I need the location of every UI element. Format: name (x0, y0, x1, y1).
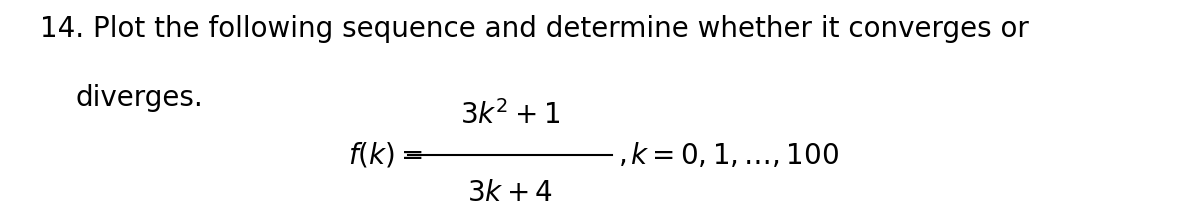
Text: $,$: $,$ (618, 141, 626, 169)
Text: $3k + 4$: $3k + 4$ (467, 179, 553, 207)
Text: diverges.: diverges. (76, 84, 203, 112)
Text: $f(k) =$: $f(k) =$ (348, 141, 424, 170)
Text: 14. Plot the following sequence and determine whether it converges or: 14. Plot the following sequence and dete… (40, 15, 1028, 43)
Text: $k = 0,1,\ldots,100$: $k = 0,1,\ldots,100$ (630, 141, 839, 170)
Text: $3k^2 + 1$: $3k^2 + 1$ (460, 100, 560, 130)
